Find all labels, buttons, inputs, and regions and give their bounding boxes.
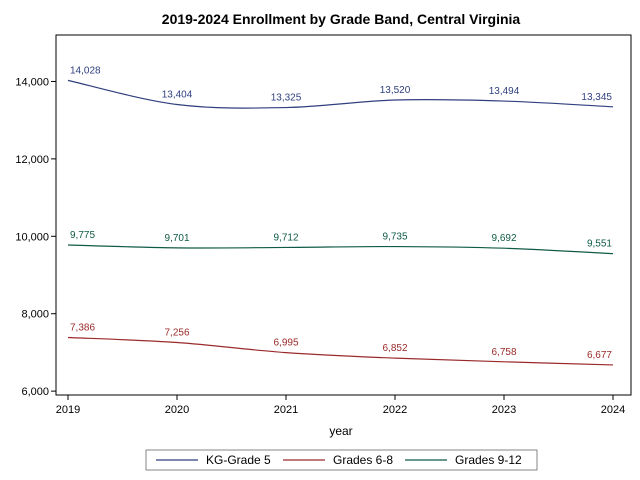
legend-item-label: Grades 6-8 — [333, 453, 393, 467]
series-layer: 14,028 13,404 13,325 13,520 13,494 13,345 7,38… — [67, 65, 614, 366]
data-label: 13,494 — [489, 86, 520, 97]
data-label: 6,758 — [491, 347, 516, 358]
data-label: 14,028 — [70, 65, 101, 76]
series-line — [67, 244, 614, 255]
x-tick-label: 2020 — [165, 404, 189, 416]
y-tick-label: 8,000 — [21, 309, 49, 321]
x-tick-label: 2021 — [274, 404, 298, 416]
series-line — [67, 79, 614, 109]
data-label: 9,775 — [70, 230, 95, 241]
data-label: 7,256 — [164, 328, 189, 339]
chart-title: 2019-2024 Enrollment by Grade Band, Cent… — [162, 11, 521, 27]
x-tick-label: 2024 — [601, 404, 625, 416]
data-label: 9,692 — [491, 233, 516, 244]
data-label: 13,345 — [581, 92, 612, 103]
x-tick-label: 2019 — [56, 404, 80, 416]
data-label: 6,995 — [273, 338, 298, 349]
data-label: 13,404 — [162, 90, 193, 101]
legend-item-label: KG-Grade 5 — [206, 453, 271, 467]
legend-frame — [145, 449, 538, 471]
data-label: 9,551 — [587, 239, 612, 250]
x-axis-title: year — [329, 424, 352, 438]
data-label: 9,735 — [382, 232, 407, 243]
series-line — [67, 336, 614, 366]
x-tick-label: 2023 — [492, 404, 516, 416]
y-tick-label: 6,000 — [21, 386, 49, 398]
data-label: 6,677 — [587, 350, 612, 361]
data-label: 13,325 — [271, 93, 302, 104]
y-tick-label: 12,000 — [15, 154, 49, 166]
legend-item-label: Grades 9-12 — [455, 453, 522, 467]
plot-frame — [55, 34, 632, 396]
data-label: 9,701 — [164, 233, 189, 244]
x-tick-label: 2022 — [383, 404, 407, 416]
legend: KG-Grade 5 Grades 6-8 Grades 9-12 — [156, 453, 522, 467]
y-tick-label: 14,000 — [15, 76, 49, 88]
y-tick-label: 10,000 — [15, 231, 49, 243]
data-label: 13,520 — [380, 85, 411, 96]
x-axis: 2019 2020 2021 2022 2023 2024 — [56, 395, 625, 416]
data-label: 9,712 — [273, 232, 298, 243]
data-label: 6,852 — [382, 343, 407, 354]
data-label: 7,386 — [70, 322, 95, 333]
y-axis: 6,000 8,000 10,000 12,000 14,000 — [15, 76, 56, 398]
